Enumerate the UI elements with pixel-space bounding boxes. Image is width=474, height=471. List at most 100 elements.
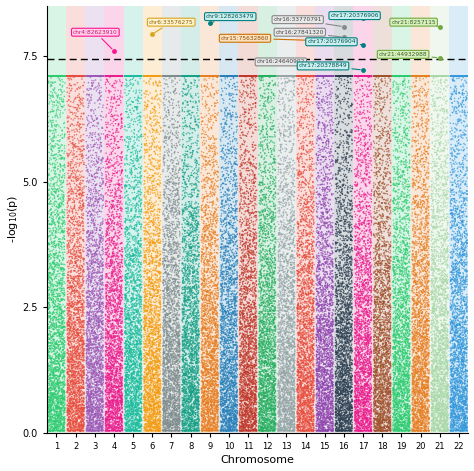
Point <box>439 189 447 197</box>
Point <box>256 208 264 216</box>
Point <box>211 414 219 421</box>
Point <box>299 72 307 80</box>
Point <box>360 362 367 370</box>
Point <box>414 342 422 350</box>
Point <box>421 232 429 240</box>
Point <box>211 249 219 256</box>
Point <box>417 248 425 255</box>
Point <box>168 256 175 264</box>
Point <box>113 221 120 228</box>
Point <box>459 108 467 116</box>
Point <box>190 72 198 80</box>
Point <box>200 333 207 340</box>
Point <box>203 349 210 356</box>
Point <box>323 427 331 434</box>
Point <box>435 84 443 91</box>
Point <box>113 332 121 340</box>
Point <box>380 306 387 313</box>
Point <box>211 347 219 354</box>
Point <box>174 395 182 403</box>
Point <box>295 273 302 280</box>
Point <box>451 382 459 389</box>
Point <box>391 339 398 347</box>
Point <box>114 244 122 251</box>
Point <box>144 350 151 357</box>
Point <box>134 350 142 357</box>
Point <box>211 271 219 278</box>
Point <box>122 387 130 394</box>
Point <box>89 196 96 203</box>
Point <box>442 169 449 177</box>
Point <box>56 168 64 176</box>
Point <box>152 342 160 349</box>
Point <box>282 157 289 164</box>
Point <box>91 359 99 366</box>
Point <box>275 422 283 429</box>
Point <box>55 380 63 387</box>
Point <box>49 332 56 339</box>
Point <box>450 389 457 396</box>
Point <box>306 139 313 147</box>
Point <box>309 341 317 349</box>
Point <box>115 352 123 360</box>
Point <box>392 246 400 253</box>
Point <box>376 386 384 394</box>
Point <box>108 254 115 261</box>
Point <box>318 427 326 435</box>
Point <box>135 202 142 210</box>
Point <box>371 300 379 308</box>
Point <box>110 397 118 405</box>
Point <box>201 405 208 413</box>
Point <box>204 354 212 361</box>
Point <box>257 362 265 370</box>
Point <box>231 253 239 261</box>
Point <box>288 379 295 386</box>
Point <box>186 321 194 328</box>
Point <box>55 149 62 156</box>
Point <box>109 249 116 257</box>
Point <box>87 370 95 378</box>
Point <box>221 334 228 341</box>
Point <box>398 427 406 435</box>
Point <box>323 213 331 221</box>
Point <box>110 115 118 122</box>
Point <box>419 332 426 339</box>
Point <box>57 72 65 80</box>
Point <box>441 351 448 359</box>
Point <box>232 401 240 409</box>
Point <box>64 353 71 361</box>
Point <box>55 72 62 80</box>
Point <box>110 389 118 396</box>
Point <box>138 72 146 80</box>
Point <box>283 72 290 80</box>
Point <box>231 372 238 379</box>
Point <box>124 376 131 384</box>
Point <box>458 218 466 226</box>
Point <box>462 131 470 138</box>
Point <box>421 394 428 401</box>
Point <box>245 259 252 267</box>
Point <box>113 407 120 414</box>
Point <box>309 326 316 334</box>
Point <box>357 221 365 228</box>
Point <box>94 72 101 80</box>
Point <box>198 340 205 348</box>
Point <box>116 72 123 80</box>
Point <box>192 118 200 125</box>
Point <box>117 342 124 350</box>
Point <box>243 285 251 292</box>
Point <box>371 402 379 409</box>
Point <box>96 202 103 209</box>
Point <box>310 72 317 80</box>
Point <box>168 95 175 103</box>
Point <box>303 72 310 80</box>
Point <box>263 130 271 138</box>
Point <box>358 205 366 213</box>
Point <box>131 270 139 278</box>
Point <box>117 343 124 350</box>
Point <box>146 275 153 283</box>
Point <box>335 341 342 348</box>
Point <box>301 388 309 395</box>
Point <box>166 72 173 80</box>
Point <box>323 215 331 222</box>
